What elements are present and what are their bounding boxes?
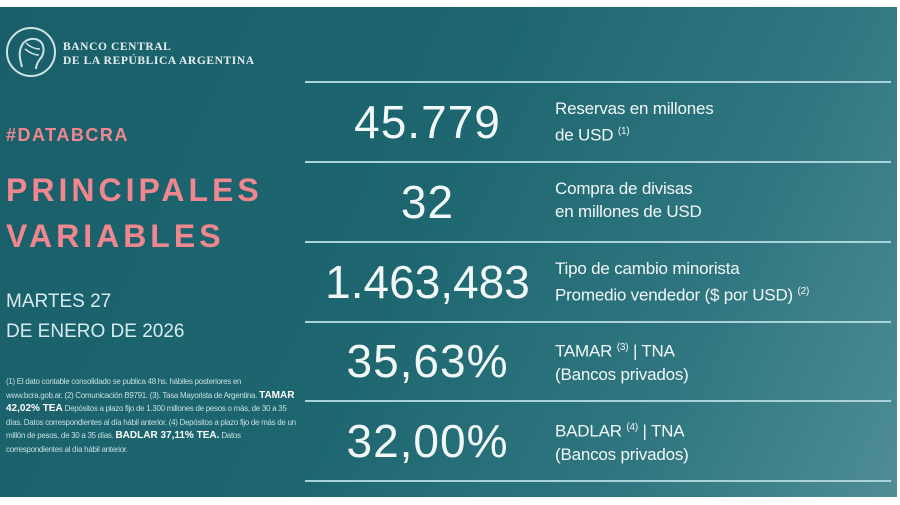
footnote-text: Depósitos a plazo fijo de 1.300 millones… xyxy=(6,404,296,441)
badlar-tea: BADLAR 37,11% TEA. xyxy=(115,430,220,442)
date-line1: MARTES 27 xyxy=(6,291,112,312)
footnote-ref: (3) xyxy=(616,342,629,353)
label-line2: (Bancos privados) xyxy=(555,364,689,384)
footnote-text: (1) El dato contable consolidado se publ… xyxy=(6,377,258,400)
label-line2: Promedio vendedor ($ por USD) xyxy=(555,285,793,305)
bank-name: BANCO CENTRAL DE LA REPÚBLICA ARGENTINA xyxy=(63,40,255,68)
bcra-banner: BANCO CENTRAL DE LA REPÚBLICA ARGENTINA … xyxy=(0,7,897,497)
page-title: PRINCIPALES VARIABLES xyxy=(6,167,263,259)
divider xyxy=(305,400,891,402)
label-line1: Tipo de cambio minorista xyxy=(555,259,740,278)
footnotes: (1) El dato contable consolidado se publ… xyxy=(6,375,296,457)
footnote-ref: (2) xyxy=(797,286,810,297)
hashtag: #DATABCRA xyxy=(6,125,129,145)
divider xyxy=(305,81,891,83)
tipo-cambio-label: Tipo de cambio minorista Promedio vendedo… xyxy=(555,257,809,307)
label-line2: de USD xyxy=(555,125,614,145)
footnote-ref: (1) xyxy=(617,126,630,137)
label-unit: | TNA xyxy=(642,421,685,441)
date: MARTES 27 DE ENERO DE 2026 xyxy=(6,287,184,347)
footnote-ref: (4) xyxy=(626,422,638,433)
footnote-text: Datos correspondientes al día hábil ante… xyxy=(6,431,241,454)
tamar-value: 35,63% xyxy=(346,335,509,387)
label-line1: TAMAR xyxy=(555,341,613,361)
bcra-logo-icon xyxy=(6,27,56,77)
tamar-tea: TAMAR 42,02% TEA xyxy=(6,389,295,415)
badlar-value: 32,00% xyxy=(346,415,509,467)
title-line2: VARIABLES xyxy=(6,218,225,254)
divider xyxy=(305,161,891,163)
bank-name-line2: DE LA REPÚBLICA ARGENTINA xyxy=(63,55,255,67)
reservas-value: 45.779 xyxy=(354,96,501,148)
label-line1: Reservas en millones xyxy=(555,99,714,118)
label-unit: | TNA xyxy=(632,341,675,361)
date-line2: DE ENERO DE 2026 xyxy=(6,321,185,342)
label-line2: en millones de USD xyxy=(555,202,702,221)
divider xyxy=(305,480,891,482)
compra-divisas-label: Compra de divisas en millones de USD xyxy=(555,177,702,223)
tamar-label: TAMAR (3) | TNA (Bancos privados) xyxy=(555,336,689,386)
label-line1: BADLAR xyxy=(555,421,622,441)
title-line1: PRINCIPALES xyxy=(6,172,263,208)
divider xyxy=(305,241,891,243)
bank-name-line1: BANCO CENTRAL xyxy=(63,41,172,53)
compra-divisas-value: 32 xyxy=(400,176,455,228)
reservas-label: Reservas en millones de USD (1) xyxy=(555,97,714,147)
divider xyxy=(305,321,891,323)
label-line1: Compra de divisas xyxy=(555,179,693,198)
tipo-cambio-value: 1.463,483 xyxy=(325,256,530,308)
label-line2: (Bancos privados) xyxy=(555,444,689,464)
badlar-label: BADLAR (4) | TNA (Bancos privados) xyxy=(555,416,689,466)
